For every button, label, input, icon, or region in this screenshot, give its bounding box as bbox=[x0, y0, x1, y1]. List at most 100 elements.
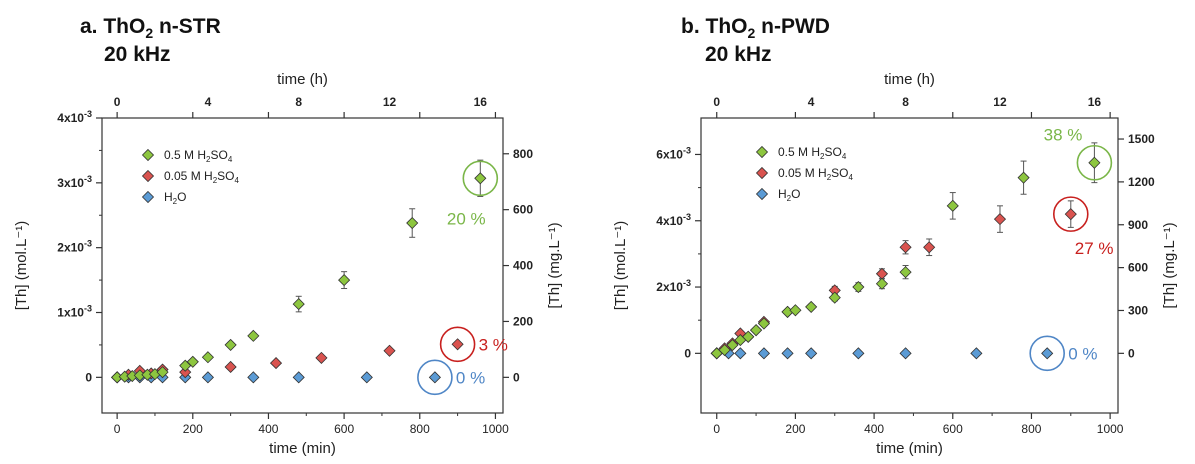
data-point-green bbox=[805, 300, 818, 313]
annotation-red: 27 % bbox=[1075, 239, 1114, 258]
legend-label: H2O bbox=[164, 190, 186, 206]
x2-tick-label: 8 bbox=[902, 95, 909, 109]
data-point-blue bbox=[360, 371, 373, 384]
y-tick-label: 6x10-3 bbox=[656, 145, 691, 161]
x-tick-label: 400 bbox=[258, 422, 278, 436]
data-point-green bbox=[757, 317, 771, 330]
data-point-green bbox=[292, 298, 305, 311]
data-point-green bbox=[726, 338, 739, 352]
data-point-green bbox=[789, 304, 802, 317]
x-tick-label: 600 bbox=[943, 422, 963, 436]
data-point-red bbox=[383, 344, 396, 357]
panel-b-title: b. ThO2 n-PWD bbox=[681, 14, 830, 46]
legend-label: 0.5 M H2SO4 bbox=[778, 145, 847, 161]
legend-label-text: 0.05 M H bbox=[778, 166, 827, 180]
data-point-blue bbox=[757, 347, 771, 360]
legend-label-text: SO bbox=[824, 145, 841, 159]
data-point-green bbox=[186, 355, 199, 368]
y-tick-label: 1x10-3 bbox=[57, 304, 92, 320]
legend-label-subscript: 2 bbox=[173, 197, 178, 206]
y-tick-exponent: -3 bbox=[683, 145, 691, 155]
data-point-green bbox=[828, 291, 841, 304]
highlight-circle-blue bbox=[417, 359, 453, 396]
y-tick-mantissa: 3x10 bbox=[57, 176, 84, 190]
legend-marker-green bbox=[141, 148, 155, 162]
y-tick-mantissa: 1x10 bbox=[57, 306, 84, 320]
y2-tick-label: 300 bbox=[1128, 303, 1148, 317]
data-point-red bbox=[875, 267, 889, 280]
data-point-red bbox=[923, 241, 936, 254]
y-tick-label: 3x10-3 bbox=[57, 174, 92, 190]
data-point-blue bbox=[899, 347, 912, 360]
x-tick-label: 200 bbox=[785, 422, 805, 436]
y-tick-exponent: -3 bbox=[683, 212, 691, 222]
x2-tick-label: 4 bbox=[808, 95, 815, 109]
y-tick-exponent: -3 bbox=[84, 239, 92, 249]
data-point-green bbox=[742, 330, 755, 343]
panel-a-title-subscript: 2 bbox=[145, 25, 154, 42]
y-tick-label: 4x10-3 bbox=[656, 212, 691, 228]
legend-label: 0.5 M H2SO4 bbox=[164, 148, 233, 164]
plot-frame bbox=[700, 117, 1119, 414]
x-tick-label: 1000 bbox=[482, 422, 509, 436]
data-point-green bbox=[406, 216, 419, 230]
y-tick-mantissa: 0 bbox=[684, 346, 691, 360]
x-tick-label: 0 bbox=[713, 422, 720, 436]
panel-a-title-suffix: n-STR bbox=[153, 15, 221, 38]
legend-marker-red bbox=[141, 169, 155, 183]
y2-axis-label: [Th] (mg.L⁻¹) bbox=[1161, 222, 1178, 308]
highlight-circle-green bbox=[1076, 144, 1113, 181]
x-tick-label: 1000 bbox=[1097, 422, 1124, 436]
y2-tick-label: 600 bbox=[1128, 261, 1148, 275]
highlight-circle-red bbox=[1052, 196, 1089, 232]
x-tick-label: 0 bbox=[114, 422, 121, 436]
legend-label-text: O bbox=[177, 190, 186, 204]
legend-label-text: SO bbox=[217, 169, 234, 183]
data-point-blue bbox=[292, 371, 305, 384]
y2-tick-label: 200 bbox=[513, 314, 533, 328]
legend-label-text: H bbox=[778, 187, 787, 201]
data-point-red bbox=[899, 241, 912, 254]
legend-label-subscript: 2 bbox=[213, 176, 218, 185]
legend-label-text: 0.5 M H bbox=[778, 145, 820, 159]
highlight-circle-green bbox=[462, 160, 499, 197]
y-tick-exponent: -3 bbox=[84, 109, 92, 119]
data-point-blue bbox=[201, 371, 214, 384]
y-tick-exponent: -3 bbox=[84, 304, 92, 314]
y-tick-mantissa: 6x10 bbox=[656, 147, 683, 161]
legend-marker-green bbox=[755, 145, 769, 159]
legend-label-text: SO bbox=[831, 166, 848, 180]
data-point-green bbox=[247, 329, 260, 342]
y2-axis-label: [Th] (mg.L⁻¹) bbox=[546, 222, 563, 308]
y-tick-mantissa: 4x10 bbox=[656, 214, 683, 228]
y-tick-label: 2x10-3 bbox=[656, 278, 691, 294]
x2-axis-label: time (h) bbox=[277, 71, 328, 88]
data-point-green bbox=[1017, 171, 1030, 184]
y-tick-mantissa: 2x10 bbox=[656, 280, 683, 294]
x2-tick-label: 8 bbox=[295, 95, 302, 109]
x2-tick-label: 16 bbox=[474, 95, 488, 109]
legend-label-subscript: 4 bbox=[842, 152, 847, 161]
y-tick-mantissa: 2x10 bbox=[57, 241, 84, 255]
x2-tick-label: 16 bbox=[1088, 95, 1102, 109]
x-tick-label: 400 bbox=[864, 422, 884, 436]
data-point-blue bbox=[734, 347, 747, 360]
legend-label-text: O bbox=[791, 187, 800, 201]
panel-b-title-suffix: n-PWD bbox=[755, 15, 830, 38]
y2-tick-label: 0 bbox=[1128, 346, 1135, 360]
x2-tick-label: 0 bbox=[713, 95, 720, 109]
x-tick-label: 200 bbox=[183, 422, 203, 436]
y-tick-label: 4x10-3 bbox=[57, 109, 92, 125]
y-tick-label: 0 bbox=[85, 370, 92, 384]
legend-label: 0.05 M H2SO4 bbox=[164, 169, 239, 185]
data-point-green bbox=[156, 366, 169, 379]
data-point-green bbox=[875, 277, 889, 290]
data-point-green bbox=[338, 274, 351, 287]
legend-label-subscript: 4 bbox=[848, 173, 853, 182]
legend-label: H2O bbox=[778, 187, 800, 203]
panel-b-title-subscript: 2 bbox=[747, 25, 756, 42]
legend-label-text: 0.05 M H bbox=[164, 169, 213, 183]
y2-tick-label: 1500 bbox=[1128, 132, 1155, 146]
x-tick-label: 800 bbox=[410, 422, 430, 436]
